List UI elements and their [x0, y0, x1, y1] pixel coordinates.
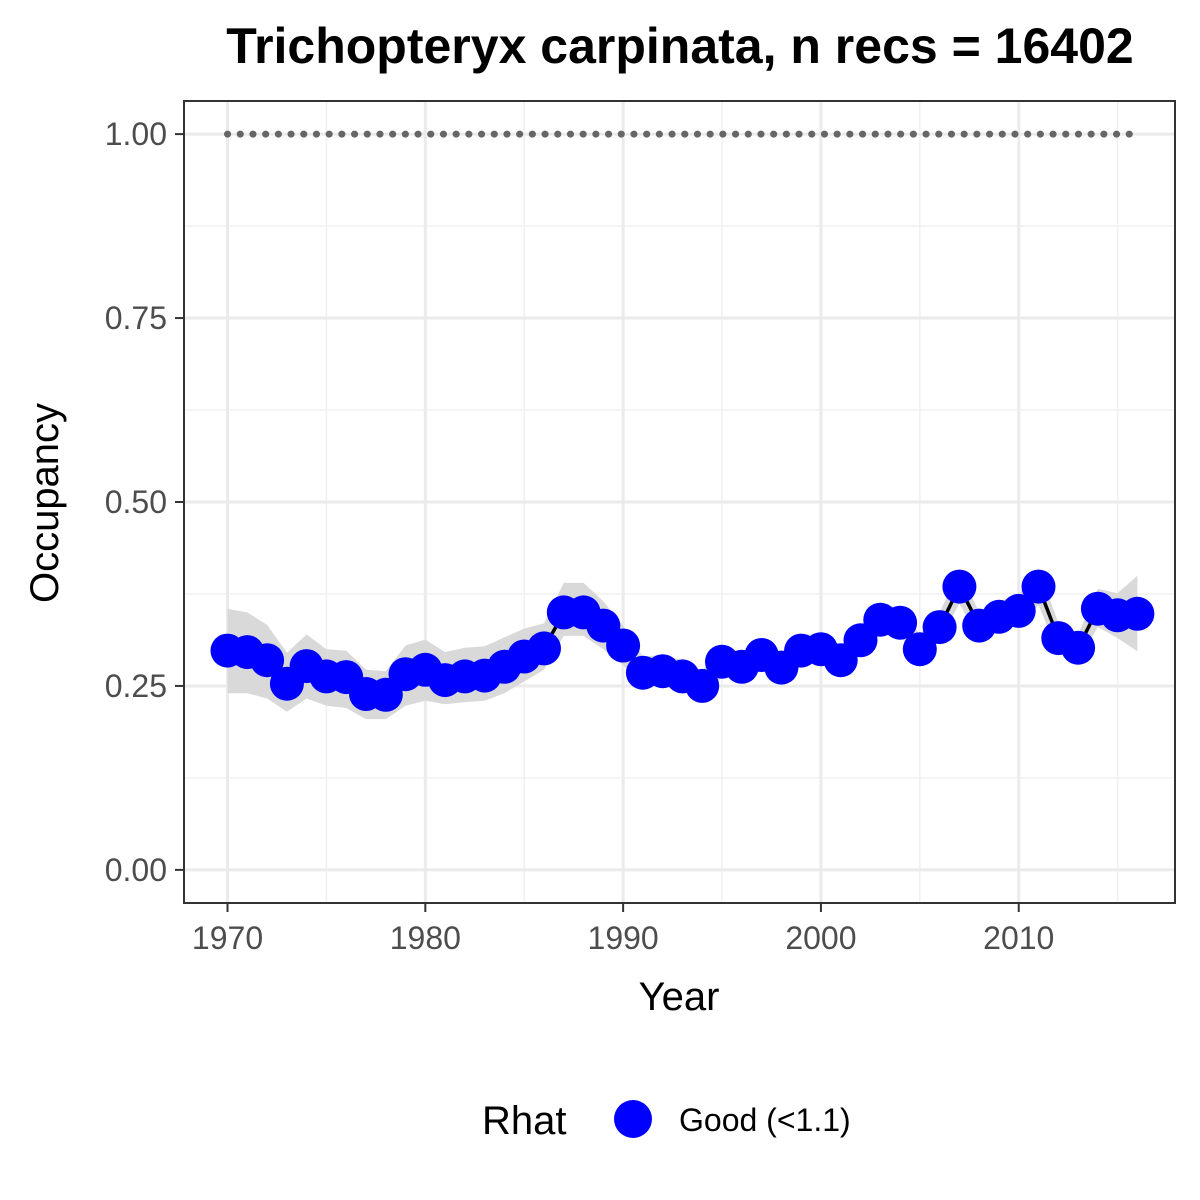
y-tick-label: 0.75 — [105, 300, 167, 336]
y-tick-label: 0.50 — [105, 484, 167, 520]
x-tick-label: 1970 — [192, 920, 263, 956]
x-tick-label: 2000 — [785, 920, 856, 956]
axes: 1970 1980 1990 2000 2010 0.00 0.25 0.50 0.75 1.00 — [105, 116, 1055, 956]
x-tick-label: 1990 — [588, 920, 659, 956]
y-tick-label: 1.00 — [105, 116, 167, 152]
x-tick-label: 2010 — [983, 920, 1054, 956]
grid — [184, 101, 1175, 903]
x-axis-title: Year — [639, 975, 720, 1019]
chart-title: Trichopteryx carpinata, n recs = 16402 — [226, 18, 1133, 74]
legend-title: Rhat — [482, 1099, 567, 1143]
legend-key-good — [614, 1100, 652, 1138]
data-point — [1021, 569, 1056, 604]
data-point — [883, 605, 918, 640]
data-point — [606, 628, 641, 663]
data-point — [1061, 630, 1096, 665]
data-point — [902, 632, 937, 667]
data-point — [942, 569, 977, 604]
occupancy-points — [210, 569, 1155, 712]
data-point — [250, 643, 285, 678]
x-tick-label: 1980 — [390, 920, 461, 956]
y-tick-label: 0.25 — [105, 668, 167, 704]
data-point — [527, 631, 561, 666]
y-axis-title: Occupancy — [23, 403, 67, 603]
data-point — [1001, 593, 1036, 628]
legend-label-good: Good (<1.1) — [679, 1102, 851, 1138]
y-tick-label: 0.00 — [105, 852, 167, 888]
data-point — [922, 610, 957, 645]
legend: Rhat Good (<1.1) — [482, 1099, 851, 1143]
data-point — [685, 668, 720, 703]
data-point — [1120, 596, 1155, 631]
